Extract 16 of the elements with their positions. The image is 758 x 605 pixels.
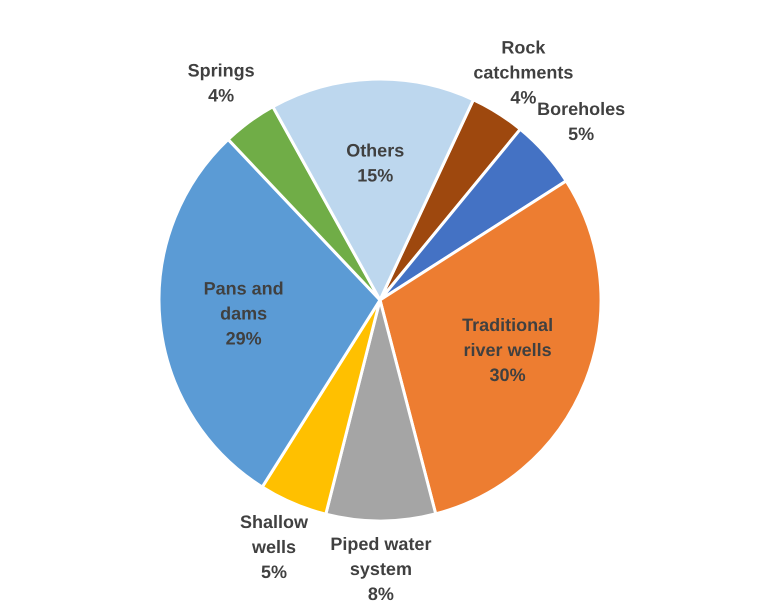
slice-label: Rock catchments	[473, 37, 574, 82]
slice-label: Springs	[188, 60, 255, 80]
data-label: 15%	[357, 166, 394, 186]
data-label: 4%	[208, 85, 234, 106]
data-label: 5%	[261, 562, 288, 582]
slice-label: Others	[346, 140, 404, 161]
data-label: 30%	[490, 364, 526, 385]
data-label: 5%	[568, 124, 594, 144]
data-label: 29%	[226, 328, 262, 348]
slice-label: Pans and dams	[204, 278, 284, 324]
slice-label: Traditional river wells	[462, 314, 554, 360]
data-label: 8%	[368, 584, 394, 604]
slice-label: Piped water system	[330, 534, 432, 579]
slice-label: Shallow wells	[240, 512, 310, 558]
slice-label: Boreholes	[537, 98, 626, 119]
data-label: 4%	[510, 87, 536, 108]
